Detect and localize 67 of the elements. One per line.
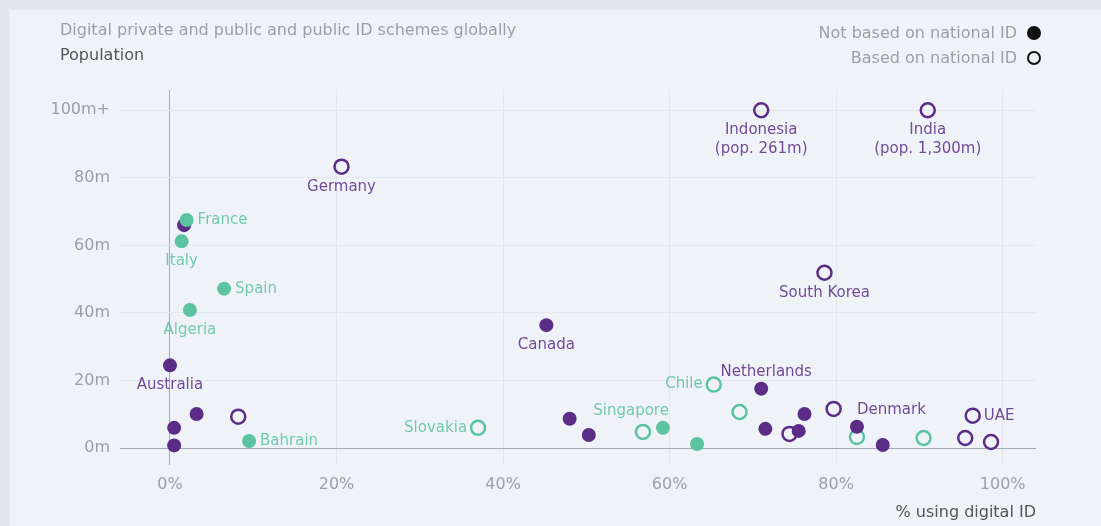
x-tick-label: 0% [157,473,183,493]
point [217,281,232,296]
point [791,423,806,438]
annotation: Singapore [593,400,669,419]
point [752,102,770,119]
point [539,318,554,333]
point [333,158,350,175]
point [705,376,722,393]
point [758,421,773,436]
annotation: Indonesia (pop. 261m) [714,120,808,158]
annotation: Denmark [856,399,927,418]
annotation: Bahrain [260,430,319,449]
point [581,427,596,442]
point [167,438,182,453]
annotation: UAE [983,405,1015,424]
x-tick-label: 80% [818,473,854,493]
point [189,406,204,421]
annotation: Australia [136,375,204,394]
point [875,438,890,453]
point [956,429,974,447]
y-axis-title: Population [60,45,145,64]
annotation: Chile [665,374,703,393]
point [825,400,842,418]
point [964,407,981,424]
y-tick-label: 0m [84,437,110,457]
point [781,425,798,443]
annotation: Germany [307,176,377,195]
point [167,420,182,435]
x-tick-label: 40% [485,473,521,493]
point [562,411,577,426]
point [816,264,833,282]
point [634,423,652,441]
point [731,403,748,421]
point [182,302,197,317]
point [915,429,932,447]
annotation: Canada [517,335,575,354]
text: Based on national ID [850,48,1017,67]
x-tick-label: 60% [651,473,688,493]
point [982,433,1000,451]
point [849,419,864,434]
text: Not based on national ID [818,23,1017,42]
point [655,420,670,435]
y-tick-label: 20m [74,369,110,389]
annotation: Spain [235,278,278,297]
point [179,213,194,228]
point [162,358,177,373]
y-tick-label: 80m [74,166,110,186]
point [690,437,705,452]
y-tick-label: 60m [74,234,110,254]
point [230,408,247,425]
point [797,406,812,421]
point [754,381,769,396]
y-tick-label: 100m+ [50,99,110,119]
annotation: Netherlands [720,361,813,380]
annotation: Slovakia [404,417,468,436]
x-tick-label: 20% [318,473,355,493]
chart-title: Digital private and public and public ID schemes globally [60,20,517,39]
y-tick-label: 40m [74,302,110,322]
x-axis-title: % using digital ID [895,501,1036,521]
point [469,419,487,437]
annotation: India (pop. 1,300m) [874,120,982,158]
annotation: South Korea [779,282,870,301]
point [174,234,189,249]
annotation: France [197,209,248,228]
point [919,102,936,119]
x-tick-label: 100% [979,473,1026,493]
point [242,434,257,449]
